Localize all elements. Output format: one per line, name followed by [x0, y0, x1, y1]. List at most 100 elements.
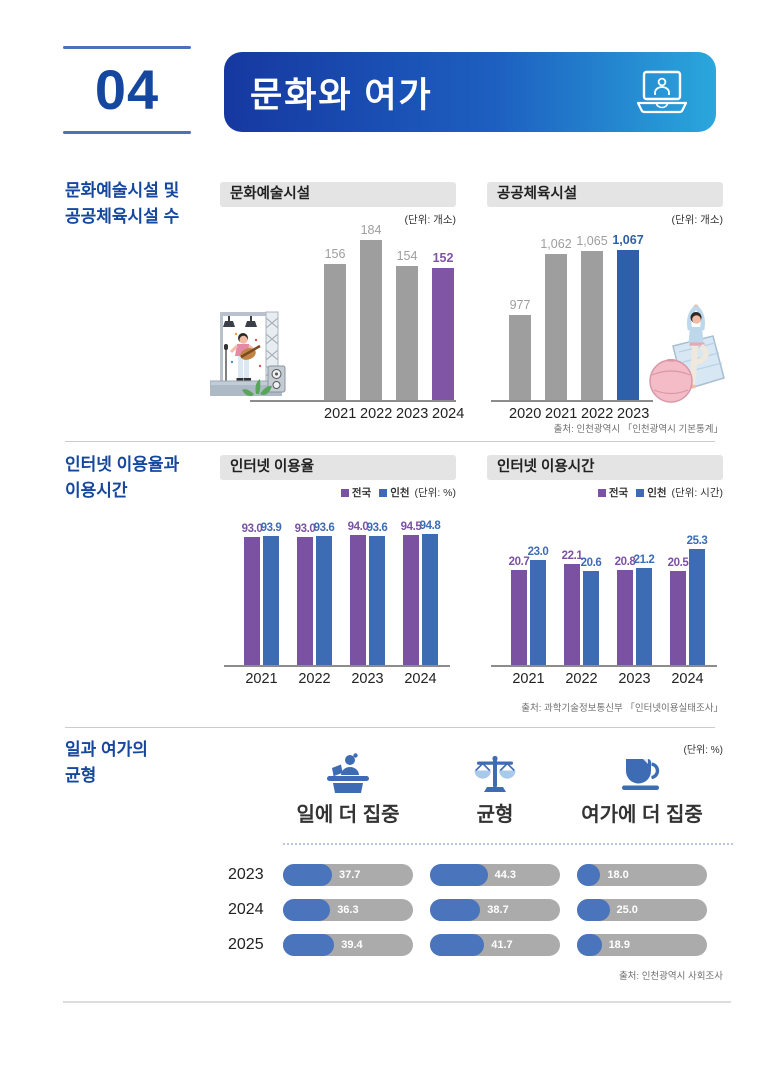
bar-column: 152 [432, 251, 454, 400]
category-label: 2021 [324, 406, 357, 422]
progress-pill: 25.0 [577, 899, 707, 921]
legend-swatch-incheon [379, 489, 388, 497]
unit-label: (단위: 개소) [404, 214, 456, 226]
balance-scale-icon [474, 755, 516, 792]
progress-pill: 18.0 [577, 864, 707, 886]
bar-column: 93.6 [367, 522, 388, 665]
legend-swatch-incheon [636, 489, 645, 497]
bar-value-label: 21.2 [633, 554, 655, 566]
category-label: 2023 [617, 406, 650, 422]
bar-value-label: 20.8 [614, 556, 636, 568]
bar-column: 93.0 [294, 523, 316, 665]
bar [244, 537, 260, 665]
bar [324, 264, 346, 400]
bar-column: 184 [360, 223, 382, 400]
progress-fill [577, 899, 610, 921]
page-footer-line [63, 1001, 731, 1003]
bars: 156 184 154 152 [324, 223, 454, 400]
legend-label-national: 전국 [351, 487, 372, 499]
section-divider [65, 441, 715, 442]
bar-column: 93.9 [261, 522, 282, 665]
progress-pill: 36.3 [283, 899, 413, 921]
bar-value-label: 152 [432, 251, 454, 265]
chart-panel-internet-time: 인터넷 이용시간 전국 인천 (단위: 시간) 20.7 23.0 22.1 20.6 20… [487, 455, 723, 687]
legend-label-incheon: 인천 [647, 487, 667, 499]
bar-column: 20.7 [508, 556, 530, 665]
bar-value-label: 20.6 [580, 557, 602, 569]
bars: 977 1,062 1,065 1,067 [509, 233, 644, 400]
bar-value-label: 25.3 [686, 535, 708, 547]
bar-group: 22.1 20.6 [561, 550, 602, 665]
x-axis-labels: 2020 2021 2022 2023 [487, 406, 723, 422]
legend: 전국 인천 (단위: %) [220, 485, 456, 499]
grouped-bar-chart-internet-rate: 93.0 93.9 93.0 93.6 94.0 93.6 94.5 94.8 2021 202… [220, 499, 456, 687]
category-label: 2021 [512, 671, 545, 687]
category-label: 2022 [565, 671, 598, 687]
bar-group: 93.0 93.6 [294, 522, 335, 665]
bar-value-label: 1,065 [576, 234, 608, 248]
laptop-video-call-icon [636, 70, 688, 114]
bar-value-label: 94.5 [400, 521, 422, 533]
bar-column: 23.0 [527, 546, 549, 665]
category-label: 2022 [581, 406, 614, 422]
balance-column-label: 여가에 더 집중 [581, 804, 703, 826]
bar [422, 534, 438, 665]
x-axis-line [250, 400, 456, 402]
balance-row: 2023 37.7 44.3 18.0 [228, 864, 733, 886]
bar [689, 549, 705, 665]
legend-swatch-national [340, 489, 349, 497]
bar-column: 1,062 [540, 237, 572, 400]
balance-row: 2025 39.4 41.7 18.9 [228, 934, 733, 956]
legend-label-incheon: 인천 [390, 487, 410, 499]
bar [316, 536, 332, 665]
unit-label: (단위: 시간) [671, 487, 723, 499]
bar-column: 94.8 [420, 520, 441, 665]
category-label: 2022 [360, 406, 393, 422]
bar-value-label: 93.0 [294, 523, 316, 535]
progress-fill [283, 864, 332, 886]
chart-title: 문화예술시설 [220, 182, 456, 207]
desk-worker-icon [327, 753, 369, 793]
bar-group: 94.5 94.8 [400, 520, 441, 665]
unit-label: (단위: %) [414, 487, 456, 499]
balance-column-label: 균형 [476, 804, 514, 826]
bar [350, 535, 366, 665]
bar [403, 535, 419, 665]
category-label: 2023 [351, 671, 384, 687]
bar-value-label: 22.1 [561, 550, 583, 562]
bar [583, 571, 599, 665]
musician-illustration [210, 311, 286, 397]
divider-top [63, 46, 191, 49]
divider-bottom [63, 131, 191, 134]
bar [509, 315, 531, 400]
bar [297, 537, 313, 665]
bar-value-label: 23.0 [527, 546, 549, 558]
category-label: 2023 [618, 671, 651, 687]
row-year-label: 2023 [228, 866, 264, 883]
section-title-internet: 인터넷 이용율과 이용시간 [65, 455, 180, 501]
source-note: 출처: 과학기술정보통신부 「인터넷이용실태조사」 [521, 703, 723, 714]
bar-value-label: 977 [509, 298, 531, 312]
legend-swatch-national [597, 489, 606, 497]
bar [511, 570, 527, 665]
category-label: 2021 [545, 406, 578, 422]
bar-group: 93.0 93.9 [242, 522, 282, 665]
balance-column-leisure: 여가에 더 집중 [577, 753, 707, 827]
x-axis-line [491, 400, 653, 402]
progress-fill [577, 934, 602, 956]
bar-value-label: 20.7 [508, 556, 530, 568]
work-leisure-balance-chart: 일에 더 집중 [228, 753, 733, 969]
progress-fill [283, 899, 331, 921]
x-axis-labels: 2021 2022 2023 2024 [220, 406, 464, 422]
unit-label: (단위: %) [683, 745, 723, 756]
bar-column: 21.2 [633, 554, 655, 665]
balance-header-row: 일에 더 집중 [228, 753, 733, 827]
row-year-label: 2025 [228, 936, 264, 953]
bar [396, 266, 418, 400]
progress-value-label: 25.0 [616, 904, 638, 916]
balance-column-balance: 균형 [430, 753, 560, 827]
progress-value-label: 36.3 [337, 904, 359, 916]
progress-value-label: 18.0 [607, 869, 629, 881]
x-axis-labels: 2021 2022 2023 2024 [487, 671, 723, 687]
bar [432, 268, 454, 400]
